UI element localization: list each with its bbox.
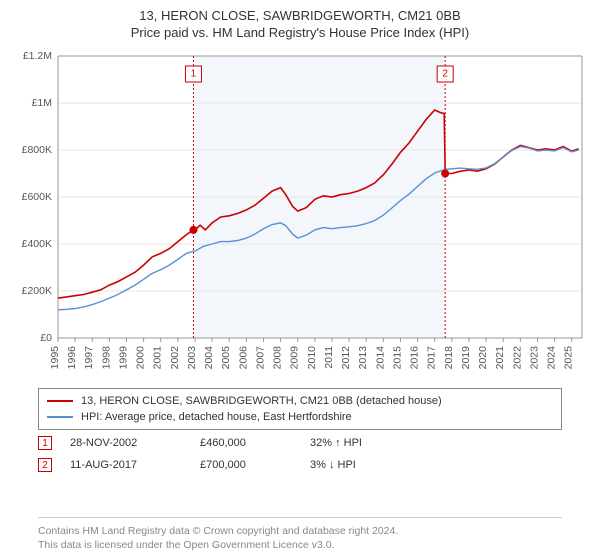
svg-text:£400K: £400K	[22, 238, 52, 250]
svg-text:1998: 1998	[100, 346, 112, 370]
svg-text:2002: 2002	[169, 346, 181, 370]
legend-row-property: 13, HERON CLOSE, SAWBRIDGEWORTH, CM21 0B…	[47, 393, 553, 409]
svg-text:2014: 2014	[374, 346, 386, 370]
svg-text:£0: £0	[40, 332, 52, 344]
svg-text:1995: 1995	[49, 346, 61, 370]
legend-row-hpi: HPI: Average price, detached house, East…	[47, 409, 553, 425]
svg-text:2020: 2020	[477, 346, 489, 370]
svg-text:2010: 2010	[306, 346, 318, 370]
sale-row-2: 2 11-AUG-2017 £700,000 3% ↓ HPI	[38, 454, 562, 476]
svg-text:2015: 2015	[391, 346, 403, 370]
svg-text:2016: 2016	[409, 346, 421, 370]
svg-text:2000: 2000	[135, 346, 147, 370]
footer-line-2: This data is licensed under the Open Gov…	[38, 538, 562, 552]
chart-plot-area: £0 £200K £400K £600K £800K £1M £1.2M 1995 1996 19…	[10, 48, 590, 378]
svg-text:2004: 2004	[203, 346, 215, 370]
svg-text:£1M: £1M	[32, 97, 52, 109]
svg-text:2022: 2022	[511, 346, 523, 370]
chart-title-block: 13, HERON CLOSE, SAWBRIDGEWORTH, CM21 0B…	[0, 0, 600, 44]
sale-pct-2: 3% ↓ HPI	[310, 459, 430, 471]
sales-table: 1 28-NOV-2002 £460,000 32% ↑ HPI 2 11-AU…	[38, 432, 562, 476]
svg-text:£1.2M: £1.2M	[23, 50, 52, 62]
chart-container: { "title": { "line1": "13, HERON CLOSE, …	[0, 0, 600, 560]
svg-text:2012: 2012	[340, 346, 352, 370]
svg-text:2001: 2001	[152, 346, 164, 370]
svg-text:2005: 2005	[220, 346, 232, 370]
footer-attribution: Contains HM Land Registry data © Crown c…	[38, 517, 562, 552]
footer-line-1: Contains HM Land Registry data © Crown c…	[38, 524, 562, 538]
svg-text:2008: 2008	[272, 346, 284, 370]
svg-text:2019: 2019	[460, 346, 472, 370]
sale-date-2: 11-AUG-2017	[70, 459, 200, 471]
sale-price-2: £700,000	[200, 459, 310, 471]
legend-swatch-hpi	[47, 416, 73, 418]
svg-text:2023: 2023	[528, 346, 540, 370]
title-line-1: 13, HERON CLOSE, SAWBRIDGEWORTH, CM21 0B…	[0, 8, 600, 23]
svg-text:2007: 2007	[254, 346, 266, 370]
svg-text:2025: 2025	[563, 346, 575, 370]
svg-text:2024: 2024	[546, 346, 558, 370]
svg-text:2003: 2003	[186, 346, 198, 370]
title-line-2: Price paid vs. HM Land Registry's House …	[0, 25, 600, 40]
sale-row-1: 1 28-NOV-2002 £460,000 32% ↑ HPI	[38, 432, 562, 454]
legend-swatch-property	[47, 400, 73, 402]
svg-text:£200K: £200K	[22, 285, 52, 297]
sale-pct-1: 32% ↑ HPI	[310, 437, 430, 449]
svg-text:2: 2	[442, 69, 448, 80]
sale-date-1: 28-NOV-2002	[70, 437, 200, 449]
svg-text:2017: 2017	[426, 346, 438, 370]
svg-text:£600K: £600K	[22, 191, 52, 203]
svg-text:2011: 2011	[323, 346, 335, 369]
svg-text:2006: 2006	[237, 346, 249, 370]
svg-text:1: 1	[191, 69, 197, 80]
legend-label-property: 13, HERON CLOSE, SAWBRIDGEWORTH, CM21 0B…	[81, 395, 442, 407]
svg-text:2018: 2018	[443, 346, 455, 370]
sale-marker-1: 1	[38, 436, 52, 450]
svg-text:2009: 2009	[289, 346, 301, 370]
sale-marker-2: 2	[38, 458, 52, 472]
svg-text:1996: 1996	[66, 346, 78, 370]
sale-price-1: £460,000	[200, 437, 310, 449]
svg-text:2013: 2013	[357, 346, 369, 370]
svg-text:2021: 2021	[494, 346, 506, 370]
legend-label-hpi: HPI: Average price, detached house, East…	[81, 411, 352, 423]
legend-box: 13, HERON CLOSE, SAWBRIDGEWORTH, CM21 0B…	[38, 388, 562, 430]
svg-text:1999: 1999	[117, 346, 129, 370]
svg-text:£800K: £800K	[22, 144, 52, 156]
svg-text:1997: 1997	[83, 346, 95, 370]
chart-svg: £0 £200K £400K £600K £800K £1M £1.2M 1995 1996 19…	[10, 48, 590, 378]
